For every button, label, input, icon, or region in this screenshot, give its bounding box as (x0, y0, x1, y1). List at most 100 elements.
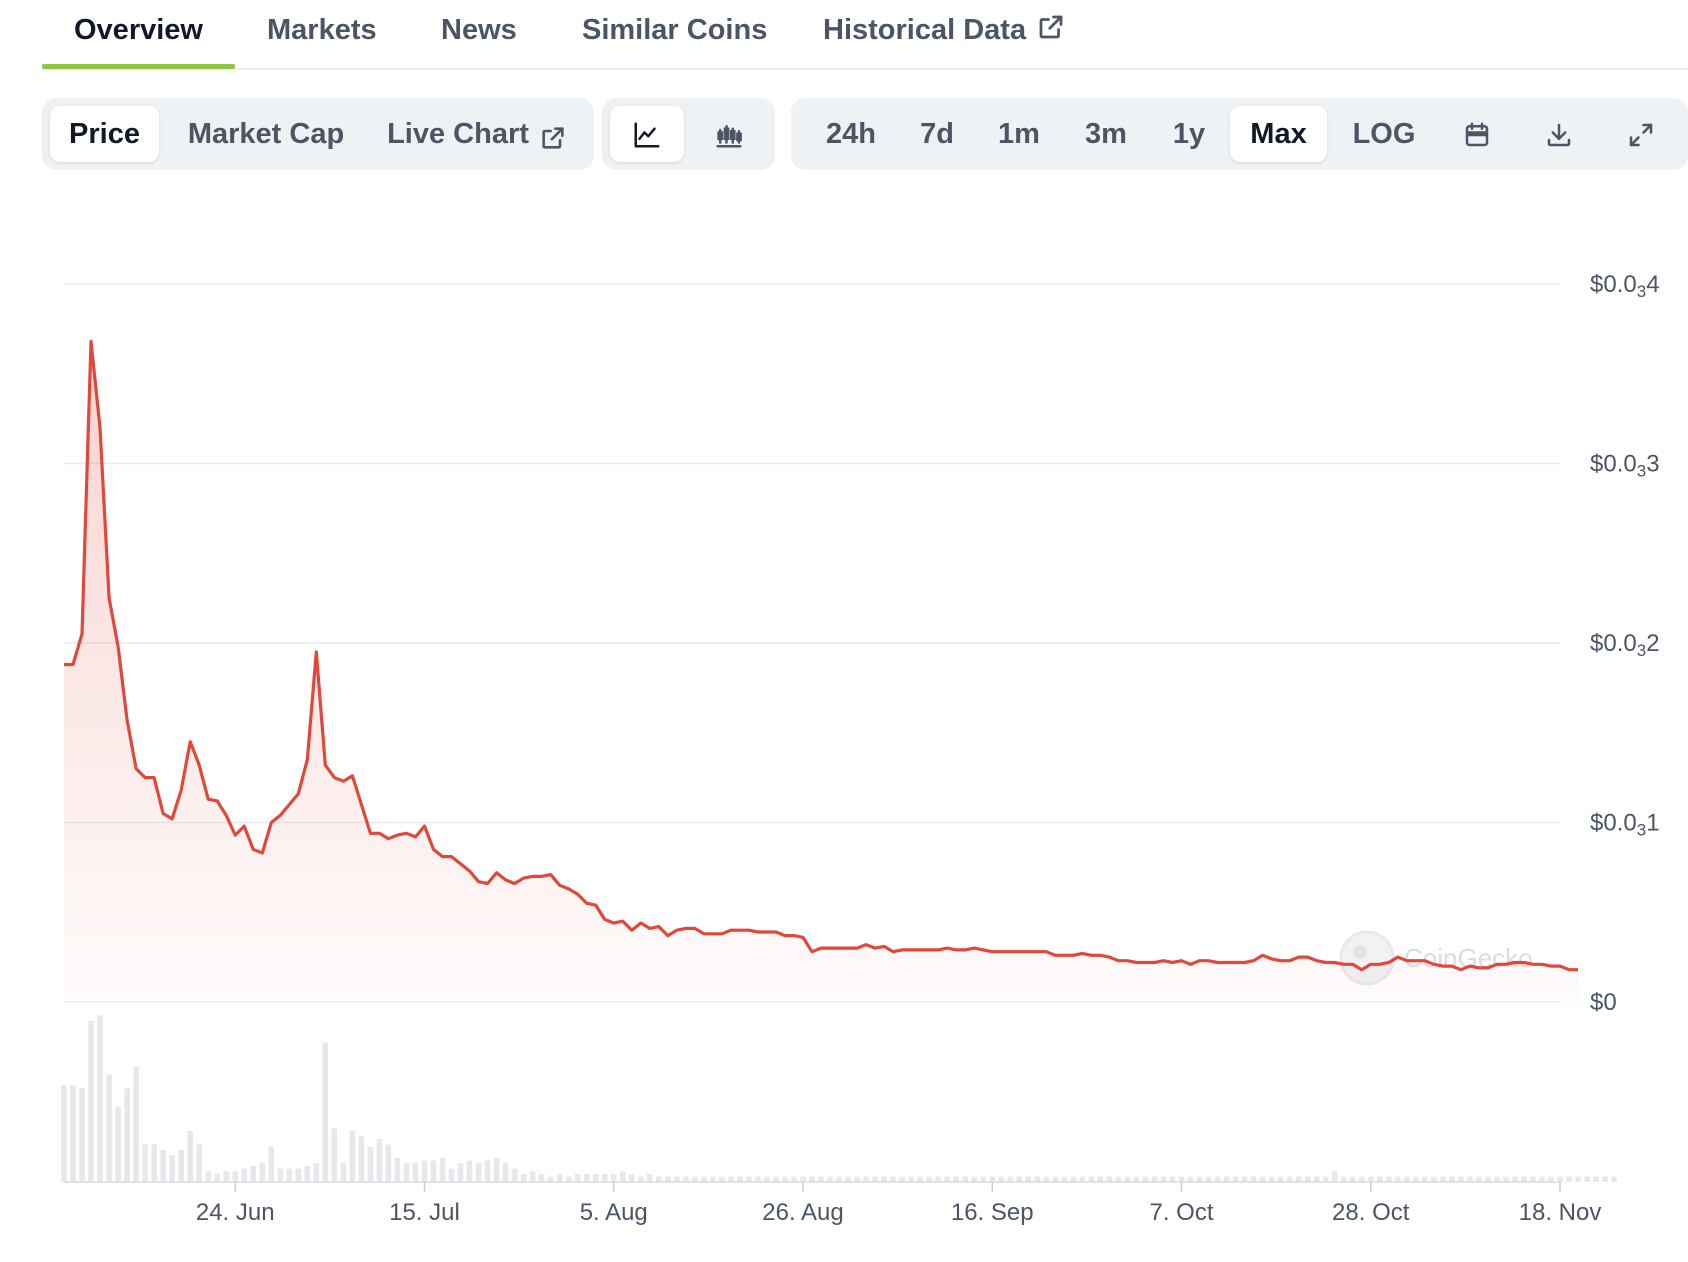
active-tab-indicator (42, 64, 235, 69)
expand-icon (1629, 124, 1653, 147)
volume-bar (259, 1163, 266, 1182)
range-24h-button[interactable]: 24h (826, 118, 876, 150)
calendar-icon (1465, 122, 1489, 147)
volume-bar (1503, 1176, 1509, 1182)
volume-bar (1214, 1176, 1221, 1182)
volume-bar (70, 1085, 76, 1182)
tab-news[interactable]: News (441, 14, 517, 46)
volume-bar (1512, 1176, 1518, 1182)
external-link-icon (1036, 3, 1066, 63)
volume-bar (1070, 1176, 1077, 1182)
log-scale-button[interactable]: LOG (1352, 118, 1416, 150)
download-button[interactable] (1521, 106, 1597, 162)
live-chart-label: Live Chart (387, 118, 529, 150)
volume-bar (1593, 1176, 1599, 1182)
range-7d-button[interactable]: 7d (920, 118, 954, 150)
volume-bar (1530, 1176, 1536, 1182)
volume-bar (998, 1176, 1005, 1182)
volume-bar (836, 1176, 842, 1182)
volume-bar (637, 1176, 644, 1182)
volume-bar (1331, 1171, 1338, 1182)
volume-bar (88, 1020, 94, 1182)
volume-bar (133, 1066, 139, 1182)
volume-bar (1061, 1176, 1068, 1182)
volume-bar (1449, 1176, 1455, 1182)
chart-mode-toggle: Price Market Cap Live Chart (42, 98, 594, 170)
tab-markets[interactable]: Markets (267, 14, 377, 46)
tab-overview[interactable]: Overview (74, 14, 203, 46)
range-1y-button[interactable]: 1y (1172, 118, 1206, 150)
tab-historical-data[interactable]: Historical Data (823, 0, 1066, 70)
volume-bar (1205, 1176, 1212, 1182)
tab-similar-coins[interactable]: Similar Coins (582, 14, 768, 46)
volume-bar (349, 1130, 356, 1182)
volume-bar (448, 1168, 455, 1182)
y-tick-label: $0.034 (1590, 271, 1660, 301)
volume-bar (854, 1176, 860, 1182)
live-chart-button[interactable]: Live Chart (377, 106, 577, 162)
volume-bar (124, 1088, 130, 1182)
line-chart-button[interactable] (610, 106, 684, 162)
volume-bar (1322, 1176, 1329, 1182)
download-icon (1547, 124, 1571, 147)
volume-bar (493, 1157, 500, 1182)
volume-bar (962, 1176, 968, 1182)
volume-bar (1358, 1176, 1365, 1182)
candlestick-chart-button[interactable] (692, 106, 766, 162)
fullscreen-button[interactable] (1603, 106, 1679, 162)
price-chart[interactable]: $0$0.031$0.032$0.033$0.034 CoinGecko 24.… (0, 200, 1688, 1262)
market-cap-button[interactable]: Market Cap (187, 118, 345, 150)
calendar-button[interactable] (1439, 106, 1515, 162)
volume-bar (926, 1176, 932, 1182)
volume-bar (980, 1176, 987, 1182)
volume-bar (529, 1171, 536, 1182)
volume-bar (1376, 1176, 1383, 1182)
volume-bar (1340, 1176, 1347, 1182)
volume-bar (583, 1173, 590, 1182)
volume-bar (782, 1176, 788, 1182)
volume-bar (1187, 1176, 1194, 1182)
y-axis-labels: $0 $0.031 $0.032 $0.033 $0.034 (1590, 271, 1660, 1016)
volume-bar (646, 1173, 653, 1182)
volume-bar (556, 1173, 563, 1182)
gecko-eye (1353, 945, 1367, 959)
volume-bar (412, 1163, 419, 1182)
range-1m-button[interactable]: 1m (998, 118, 1040, 150)
volume-bar (538, 1173, 545, 1182)
volume-bar (1413, 1176, 1419, 1182)
range-max-button[interactable]: Max (1230, 106, 1327, 162)
volume-bar (403, 1163, 410, 1182)
price-button[interactable]: Price (50, 106, 159, 162)
volume-bar (205, 1171, 211, 1182)
volume-bar (187, 1130, 193, 1182)
volume-bar (502, 1163, 509, 1182)
volume-bar (79, 1088, 85, 1182)
volume-bar (899, 1176, 905, 1182)
volume-bar (1259, 1176, 1266, 1182)
range-3m-button[interactable]: 3m (1085, 118, 1127, 150)
volume-bar (592, 1173, 599, 1182)
volume-bar (1385, 1176, 1392, 1182)
volume-bar (665, 1176, 671, 1182)
volume-bar (1277, 1176, 1284, 1182)
volume-bar (367, 1147, 374, 1182)
volume-bar (628, 1173, 635, 1182)
volume-bar (169, 1155, 175, 1182)
volume-bar (340, 1163, 347, 1182)
volume-bar (764, 1176, 770, 1182)
volume-bar (719, 1176, 725, 1182)
volume-bar (97, 1015, 103, 1182)
volume-bar (1196, 1176, 1203, 1182)
y-tick-label: $0.033 (1590, 451, 1660, 481)
volume-bar (61, 1085, 67, 1182)
volume-bar (1458, 1176, 1464, 1182)
volume-bar (845, 1176, 851, 1182)
volume-bar (475, 1163, 482, 1182)
volume-bar (1151, 1176, 1158, 1182)
volume-bar (421, 1160, 428, 1182)
volume-bar (1566, 1176, 1572, 1182)
volume-bar (1133, 1176, 1140, 1182)
volume-bar (1431, 1176, 1437, 1182)
volume-bar (728, 1176, 734, 1182)
tab-bar: Overview Markets News Similar Coins Hist… (42, 0, 1688, 70)
